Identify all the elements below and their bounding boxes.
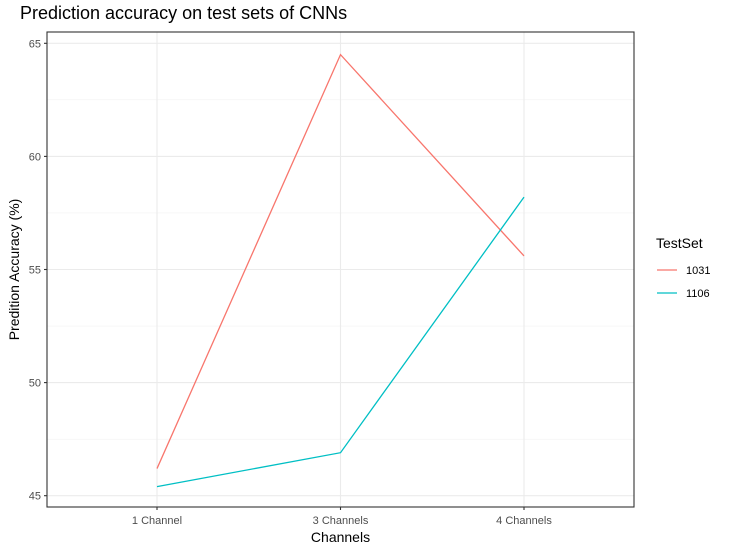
x-axis-title: Channels	[311, 529, 370, 545]
x-tick-label: 4 Channels	[496, 515, 552, 527]
y-tick-label: 50	[29, 378, 41, 390]
y-axis-title: Predition Accuracy (%)	[6, 199, 22, 341]
y-tick-label: 60	[29, 151, 41, 163]
y-tick-label: 55	[29, 265, 41, 277]
series-line-1031	[156, 53, 525, 469]
x-axis: 1 Channel 3 Channels 4 Channels	[132, 507, 552, 527]
y-tick-label: 45	[29, 491, 41, 503]
legend-label-1031: 1031	[686, 265, 710, 277]
x-tick-label: 3 Channels	[313, 515, 369, 527]
y-axis: 45 50 55 60 65	[29, 38, 47, 503]
x-tick-label: 1 Channel	[132, 515, 182, 527]
major-gridlines	[47, 32, 634, 507]
series-lines	[156, 53, 525, 488]
chart-title: Prediction accuracy on test sets of CNNs	[20, 3, 347, 23]
legend-label-1106: 1106	[686, 288, 710, 300]
series-line-1106	[156, 196, 525, 488]
legend: TestSet 1031 1106	[656, 235, 710, 300]
legend-title: TestSet	[656, 235, 703, 251]
y-tick-label: 65	[29, 38, 41, 50]
